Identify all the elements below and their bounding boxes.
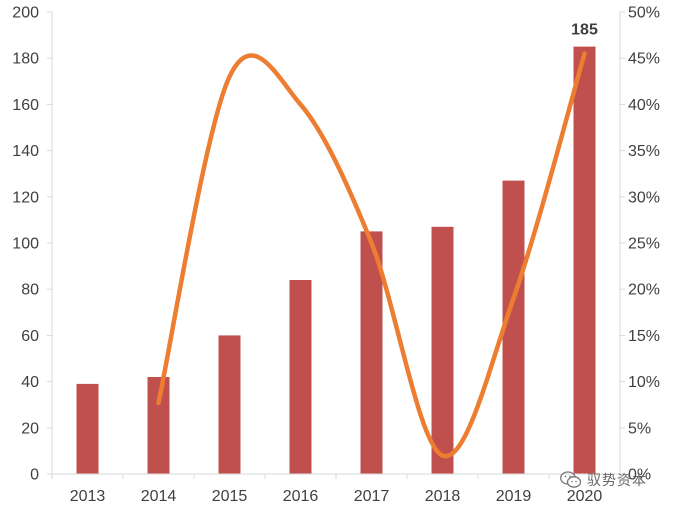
y-left-tick-label: 60	[21, 328, 39, 345]
y-right-tick-label: 45%	[628, 51, 660, 68]
bar-2016	[289, 280, 312, 474]
y-right-tick-label: 0%	[628, 467, 651, 484]
y-right-tick-label: 20%	[628, 282, 660, 299]
x-tick-label-2014: 2014	[141, 488, 177, 505]
y-right-tick-label: 50%	[628, 5, 660, 22]
bar-2014	[147, 377, 170, 474]
y-left-tick-label: 140	[12, 143, 39, 160]
y-right-tick-label: 25%	[628, 236, 660, 253]
bar-2013	[76, 383, 99, 474]
bar-2017	[360, 231, 383, 474]
y-left-tick-label: 120	[12, 189, 39, 206]
y-right-tick-label: 5%	[628, 420, 651, 437]
y-left-tick-label: 80	[21, 282, 39, 299]
bar-series	[76, 46, 596, 474]
y-left-tick-label: 160	[12, 97, 39, 114]
y-right-tick-label: 10%	[628, 374, 660, 391]
y-right-tick-label: 30%	[628, 189, 660, 206]
bar-2015	[218, 335, 241, 474]
wechat-icon	[560, 471, 582, 488]
x-tick-label-2013: 2013	[70, 488, 106, 505]
bar-2020	[573, 46, 596, 474]
data-label-2020: 185	[571, 22, 598, 39]
y-left-tick-label: 200	[12, 5, 39, 22]
x-tick-label-2015: 2015	[212, 488, 248, 505]
y-left-tick-label: 180	[12, 51, 39, 68]
x-tick-label-2018: 2018	[425, 488, 461, 505]
axes: 0 20 40 60 80 100 120 140 160 180 200 0% 5% 10% 15% 20%…	[12, 5, 660, 506]
bar-2018	[431, 226, 454, 474]
x-tick-label-2020: 2020	[567, 488, 603, 505]
watermark-text: 驭势资本	[587, 472, 647, 488]
y-left-tick-label: 20	[21, 420, 39, 437]
y-right-tick-label: 35%	[628, 143, 660, 160]
bar-2019	[502, 180, 525, 474]
y-right-tick-label: 15%	[628, 328, 660, 345]
watermark: 驭势资本	[560, 470, 647, 490]
x-tick-label-2017: 2017	[354, 488, 390, 505]
x-tick-label-2016: 2016	[283, 488, 319, 505]
data-labels: 185	[571, 22, 598, 39]
y-left-tick-label: 100	[12, 236, 39, 253]
y-right-tick-label: 40%	[628, 97, 660, 114]
growth-line	[156, 51, 587, 459]
x-tick-label-2019: 2019	[496, 488, 532, 505]
y-left-tick-label: 0	[30, 467, 39, 484]
line-series	[156, 51, 587, 459]
y-left-tick-label: 40	[21, 374, 39, 391]
